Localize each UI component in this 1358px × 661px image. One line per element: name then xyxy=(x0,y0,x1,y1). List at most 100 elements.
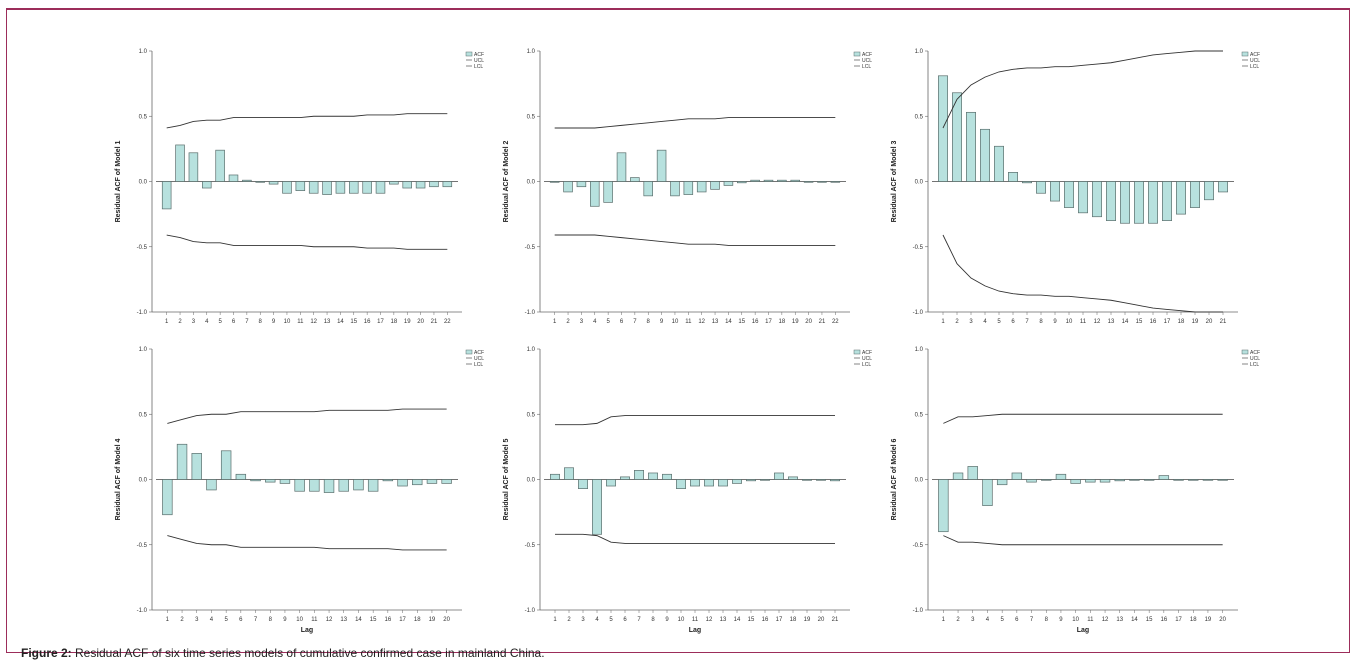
x-tick-label: 12 xyxy=(310,319,317,325)
acf-bar xyxy=(670,181,680,197)
acf-bar xyxy=(938,479,949,533)
y-tick-label: 0.5 xyxy=(139,412,148,418)
y-tick-label: -1.0 xyxy=(137,608,148,614)
x-tick-label: 19 xyxy=(1192,319,1199,325)
x-tick-label: 3 xyxy=(971,617,975,623)
x-tick-label: 13 xyxy=(1116,617,1123,623)
acf-bar xyxy=(1011,472,1023,480)
y-tick-label: -1.0 xyxy=(525,608,536,614)
x-tick-label: 11 xyxy=(311,617,318,623)
acf-bar xyxy=(549,181,560,183)
y-tick-label: -0.5 xyxy=(525,543,536,549)
acf-bar xyxy=(161,181,172,210)
acf-bar xyxy=(1078,181,1088,214)
x-tick-label: 4 xyxy=(205,319,209,325)
y-tick-label: -0.5 xyxy=(525,245,536,251)
acf-chart-model-3: 1.0 0.5 0.0 -0.5 -1.0 Residual ACF of Model 3… xyxy=(880,37,1268,335)
y-axis-label: Residual ACF of Model 6 xyxy=(891,438,898,520)
acf-bar xyxy=(817,181,827,183)
x-tick-label: 14 xyxy=(1122,319,1129,325)
acf-bar xyxy=(1218,181,1228,193)
x-tick-label: 13 xyxy=(340,617,347,623)
x-tick-label: 2 xyxy=(956,617,960,623)
acf-bar xyxy=(662,473,672,480)
y-tick-label: -1.0 xyxy=(913,310,924,316)
x-tick-label: 17 xyxy=(377,319,384,325)
legend-swatch-acf xyxy=(465,349,473,355)
acf-bar xyxy=(389,181,399,185)
legend-label: ACF xyxy=(862,350,872,356)
x-tick-label: 7 xyxy=(633,319,637,325)
x-tick-label: 14 xyxy=(355,617,362,623)
acf-bar xyxy=(429,181,439,188)
acf-bar xyxy=(1022,181,1032,184)
x-tick-label: 21 xyxy=(832,617,839,623)
figure-caption: Figure 2: Residual ACF of six time serie… xyxy=(21,646,545,660)
acf-bar xyxy=(215,149,225,182)
x-axis-label: Lag xyxy=(1077,627,1089,634)
x-tick-label: 17 xyxy=(776,617,783,623)
y-tick-label: 1.0 xyxy=(527,49,536,55)
x-tick-label: 16 xyxy=(1161,617,1168,623)
x-tick-label: 16 xyxy=(762,617,769,623)
acf-bar xyxy=(683,181,694,195)
x-tick-label: 13 xyxy=(720,617,727,623)
lcl-line xyxy=(554,234,836,246)
x-tick-label: 20 xyxy=(1206,319,1213,325)
acf-bar xyxy=(1120,181,1130,224)
x-tick-label: 9 xyxy=(660,319,664,325)
x-tick-label: 15 xyxy=(1146,617,1153,623)
legend-label: LCL xyxy=(862,64,871,70)
acf-bar xyxy=(996,479,1008,486)
acf-chart-svg-4: 1.0 0.5 0.0 -0.5 -1.0 Residual ACF of Model 4… xyxy=(115,347,484,634)
legend-label: UCL xyxy=(474,356,484,362)
ucl-line xyxy=(554,117,836,129)
acf-bar xyxy=(1050,181,1060,202)
x-tick-label: 16 xyxy=(385,617,392,623)
acf-chart-model-4: 1.0 0.5 0.0 -0.5 -1.0 Residual ACF of Model 4… xyxy=(104,335,492,634)
x-tick-label: 11 xyxy=(1080,319,1087,325)
x-tick-label: 6 xyxy=(1015,617,1019,623)
acf-bar xyxy=(412,479,423,486)
x-tick-label: 4 xyxy=(593,319,597,325)
x-tick-label: 13 xyxy=(712,319,719,325)
acf-bar xyxy=(1129,479,1140,481)
acf-bar xyxy=(732,479,742,484)
x-tick-label: 9 xyxy=(1053,319,1057,325)
x-tick-label: 1 xyxy=(553,617,557,623)
acf-bar xyxy=(563,181,573,193)
acf-bar xyxy=(188,152,199,182)
x-tick-label: 11 xyxy=(692,617,699,623)
acf-bar xyxy=(1106,181,1116,222)
acf-bar xyxy=(322,181,332,195)
acf-bar xyxy=(718,479,728,487)
acf-bar xyxy=(816,479,826,481)
acf-bar xyxy=(265,479,276,483)
acf-bar xyxy=(606,479,616,487)
x-tick-label: 7 xyxy=(245,319,249,325)
acf-bar xyxy=(426,479,438,484)
x-tick-label: 14 xyxy=(734,617,741,623)
x-tick-label: 1 xyxy=(942,617,946,623)
x-tick-label: 17 xyxy=(1164,319,1171,325)
x-tick-label: 6 xyxy=(239,617,243,623)
x-tick-label: 10 xyxy=(672,319,679,325)
legend-label: LCL xyxy=(1250,362,1259,368)
x-tick-label: 7 xyxy=(1025,319,1029,325)
acf-bar xyxy=(777,179,787,182)
acf-bar xyxy=(295,181,306,191)
x-tick-label: 7 xyxy=(1030,617,1034,623)
y-axis-label: Residual ACF of Model 2 xyxy=(503,140,510,222)
acf-bar xyxy=(1092,181,1102,218)
x-tick-label: 20 xyxy=(805,319,812,325)
y-axis-label: Residual ACF of Model 1 xyxy=(115,140,122,222)
acf-bar xyxy=(175,144,185,182)
x-tick-label: 9 xyxy=(665,617,669,623)
acf-bar xyxy=(1173,479,1184,481)
acf-bar xyxy=(1158,475,1170,480)
x-tick-label: 15 xyxy=(370,617,377,623)
y-tick-label: 0.5 xyxy=(915,114,924,120)
x-tick-label: 16 xyxy=(364,319,371,325)
y-tick-label: 0.5 xyxy=(527,114,536,120)
x-tick-label: 11 xyxy=(1087,617,1094,623)
